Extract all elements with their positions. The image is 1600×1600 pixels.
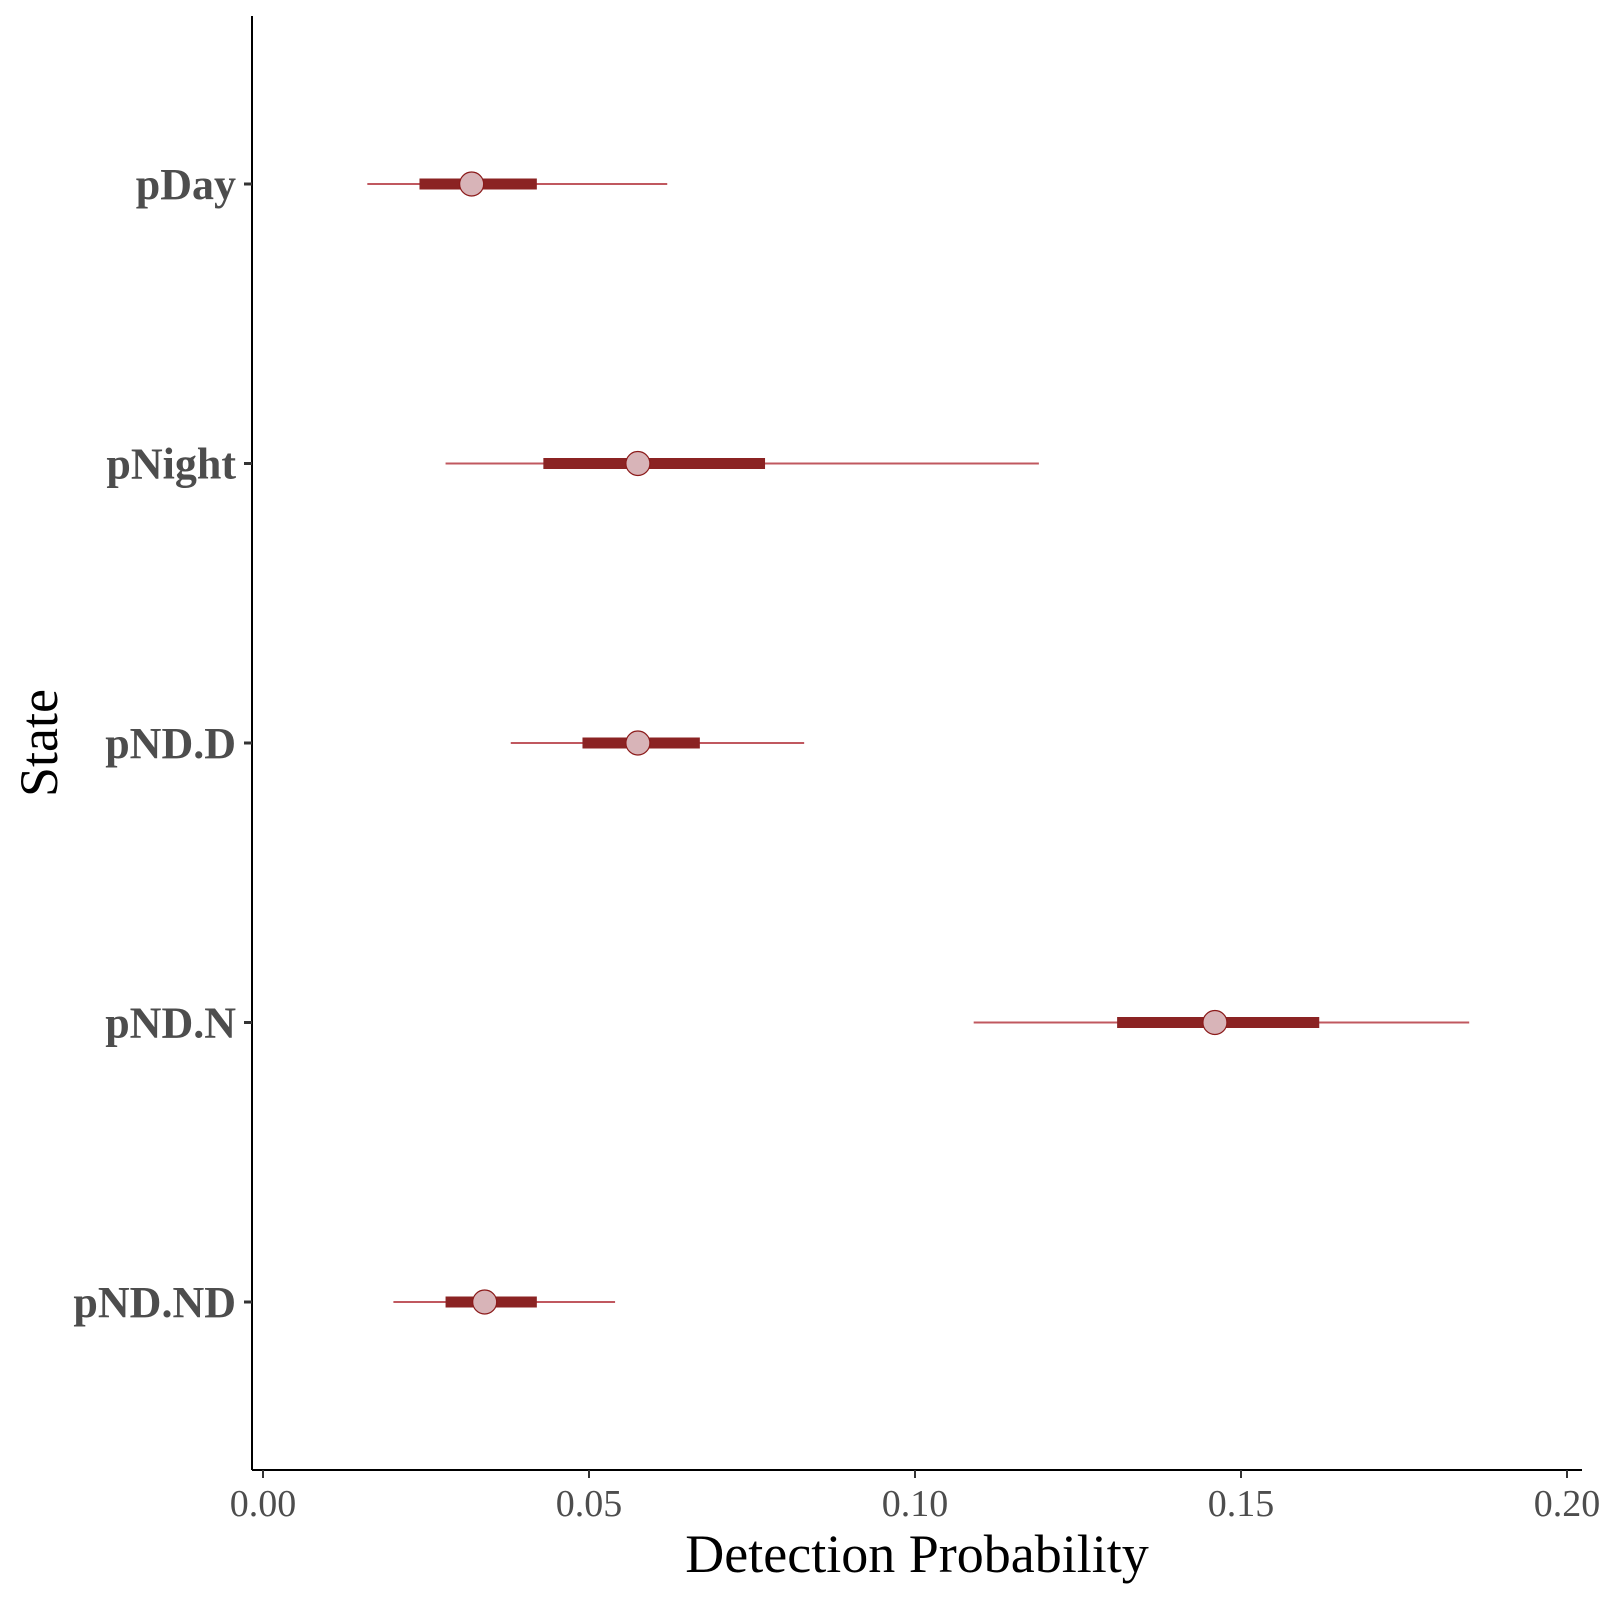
x-tick-label-1: 0.05 bbox=[556, 1483, 623, 1525]
y-tick-label-pnd-n: pND.N bbox=[105, 999, 236, 1048]
point-estimate-pnight bbox=[625, 450, 651, 477]
y-tick-label-pnd-d: pND.D bbox=[105, 719, 236, 768]
x-axis-ticks: 0.00 0.05 0.10 0.15 0.20 bbox=[230, 1470, 1600, 1525]
interval-pnd-d bbox=[510, 730, 805, 756]
x-tick-label-0: 0.00 bbox=[230, 1483, 297, 1525]
x-tick-label-2: 0.10 bbox=[882, 1483, 949, 1525]
y-tick-label-pnd-nd: pND.ND bbox=[73, 1278, 236, 1327]
interval-marks bbox=[367, 171, 1470, 1315]
interval-pday bbox=[367, 171, 668, 197]
y-axis-ticks: pDay pNight pND.D pND.N pND.ND bbox=[73, 160, 252, 1327]
point-estimate-pnd-d bbox=[625, 730, 651, 756]
x-tick-label-4: 0.20 bbox=[1534, 1483, 1600, 1525]
y-axis-title: State bbox=[9, 689, 69, 797]
interval-pnight bbox=[445, 450, 1039, 477]
interval-pnd-n bbox=[973, 1009, 1470, 1036]
point-estimate-pnd-n bbox=[1202, 1009, 1228, 1036]
x-axis-title: Detection Probability bbox=[685, 1524, 1148, 1584]
point-estimate-pnd-nd bbox=[472, 1289, 498, 1315]
x-tick-label-3: 0.15 bbox=[1208, 1483, 1275, 1525]
y-tick-label-pnight: pNight bbox=[106, 440, 236, 489]
interval-pnd-nd bbox=[393, 1289, 616, 1315]
y-tick-label-pday: pDay bbox=[136, 160, 236, 209]
point-estimate-pday bbox=[459, 171, 485, 197]
